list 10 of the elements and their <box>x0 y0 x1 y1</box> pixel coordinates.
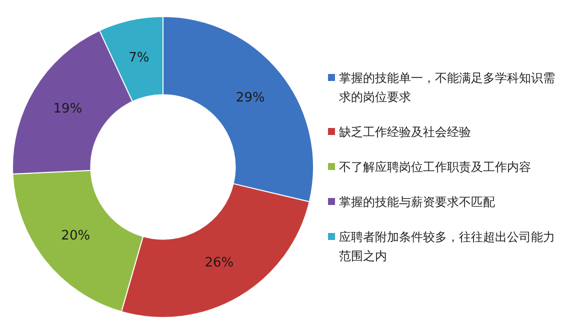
data-label: 7% <box>128 50 150 66</box>
legend-label: 缺乏工作经验及社会经验 <box>339 124 471 140</box>
legend-label: 掌握的技能与薪资要求不匹配 <box>339 194 495 210</box>
legend-label: 掌握的技能单一，不能满足多学科知识需求的岗位要求 <box>339 70 556 106</box>
legend-label: 不了解应聘岗位工作职责及工作内容 <box>339 158 531 176</box>
data-label: 19% <box>53 102 82 117</box>
data-label: 29% <box>236 90 265 106</box>
data-label: 26% <box>204 256 234 271</box>
legend-label: 应聘者附加条件较多，往往超出公司能力范围之内 <box>339 228 556 264</box>
data-label: 20% <box>61 228 90 244</box>
